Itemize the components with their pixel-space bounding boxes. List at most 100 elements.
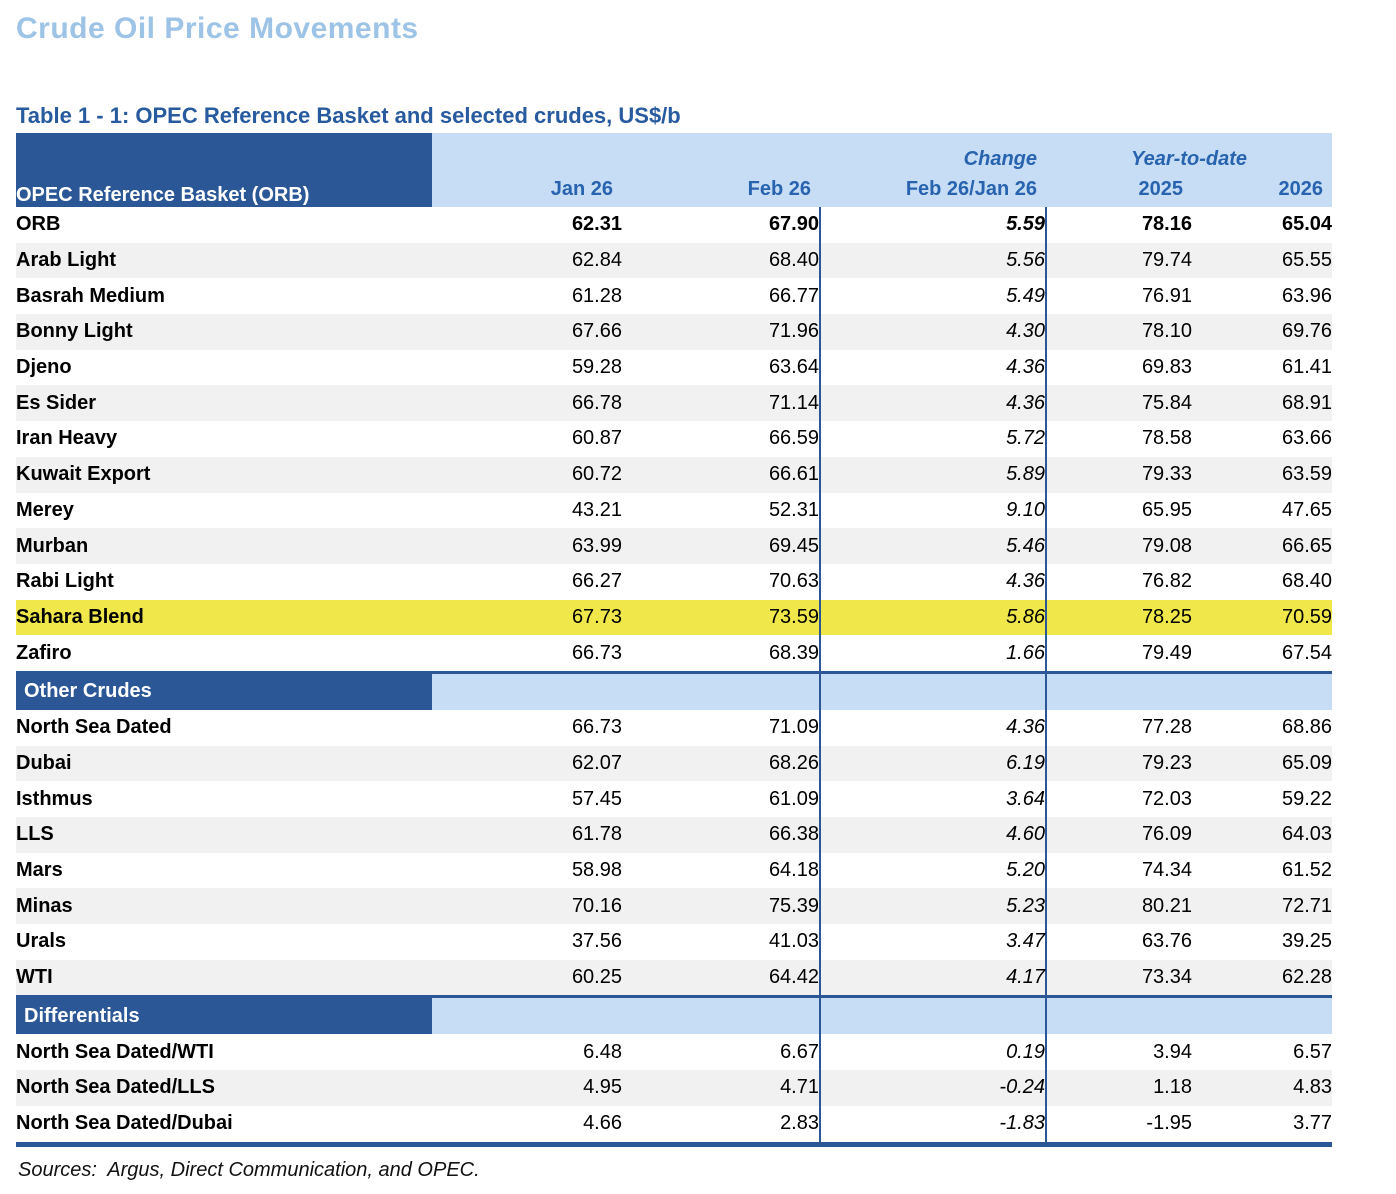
column-header-row: Jan 26 Feb 26 Feb 26/Jan 26 2025 2026 xyxy=(16,171,1333,207)
section-header-row: Other Crudes xyxy=(16,670,1333,710)
cell-2025: 76.09 xyxy=(1046,817,1192,853)
cell-feb26: 64.18 xyxy=(622,852,821,889)
table-row: ORB 62.31 67.90 5.59 78.16 65.04 xyxy=(16,207,1333,243)
cell-jan26: 58.98 xyxy=(432,852,622,889)
cell-2026: 72.71 xyxy=(1192,888,1333,925)
cell-change: 0.19 xyxy=(820,1034,1047,1071)
cell-2025: 77.28 xyxy=(1046,709,1192,746)
cell-feb26: 68.26 xyxy=(622,745,821,782)
table-row: North Sea Dated 66.73 71.09 4.36 77.28 68.86 xyxy=(16,709,1333,746)
cell-feb26: 71.14 xyxy=(622,385,821,422)
cell-jan26: 61.78 xyxy=(432,817,622,853)
cell-feb26: 2.83 xyxy=(622,1105,821,1144)
table-row: Es Sider 66.78 71.14 4.36 75.84 68.91 xyxy=(16,385,1333,422)
table-row: North Sea Dated/Dubai 4.66 2.83 -1.83 -1.95 3… xyxy=(16,1105,1333,1144)
table-row: Kuwait Export 60.72 66.61 5.89 79.33 63.59 xyxy=(16,456,1333,493)
row-label: Basrah Medium xyxy=(16,278,432,315)
cell-jan26: 70.16 xyxy=(432,888,622,925)
cell-2025: 78.10 xyxy=(1046,314,1192,350)
cell-change: 3.64 xyxy=(820,781,1047,817)
table-row: Basrah Medium 61.28 66.77 5.49 76.91 63.96 xyxy=(16,278,1333,315)
cell-change: 4.36 xyxy=(820,563,1047,600)
row-label: Es Sider xyxy=(16,385,432,422)
cell-change: 5.59 xyxy=(820,207,1047,243)
table-row: Iran Heavy 60.87 66.59 5.72 78.58 63.66 xyxy=(16,421,1333,457)
cell-jan26: 60.25 xyxy=(432,959,622,997)
row-label: Minas xyxy=(16,888,432,925)
cell-2025: 78.16 xyxy=(1046,207,1192,243)
table-row: Dubai 62.07 68.26 6.19 79.23 65.09 xyxy=(16,745,1333,782)
page-title: Crude Oil Price Movements xyxy=(16,12,419,45)
row-label: Kuwait Export xyxy=(16,456,432,493)
cell-jan26: 60.72 xyxy=(432,456,622,493)
cell-2025: 79.33 xyxy=(1046,456,1192,493)
cell-feb26: 67.90 xyxy=(622,207,821,243)
row-label: Mars xyxy=(16,852,432,889)
section-filler-cell xyxy=(432,670,622,710)
cell-feb26: 68.40 xyxy=(622,242,821,279)
table-row: Murban 63.99 69.45 5.46 79.08 66.65 xyxy=(16,528,1333,564)
table-row: Djeno 59.28 63.64 4.36 69.83 61.41 xyxy=(16,349,1333,386)
section-filler-cell xyxy=(432,995,622,1035)
cell-jan26: 57.45 xyxy=(432,781,622,817)
cell-2025: 73.34 xyxy=(1046,959,1192,997)
cell-change: 5.86 xyxy=(820,599,1047,636)
cell-2026: 63.66 xyxy=(1192,421,1333,457)
cell-feb26: 66.59 xyxy=(622,421,821,457)
cell-2026: 65.55 xyxy=(1192,242,1333,279)
row-label: ORB xyxy=(16,207,432,243)
cell-2026: 61.41 xyxy=(1192,349,1333,386)
cell-change: 5.46 xyxy=(820,528,1047,564)
table-row: North Sea Dated/WTI 6.48 6.67 0.19 3.94 6.57 xyxy=(16,1034,1333,1071)
cell-change: 5.20 xyxy=(820,852,1047,889)
cell-2026: 68.40 xyxy=(1192,563,1333,600)
cell-2025: 69.83 xyxy=(1046,349,1192,386)
cell-2025: 74.34 xyxy=(1046,852,1192,889)
section-filler-cell xyxy=(1046,995,1192,1035)
group-header-row: OPEC Reference Basket (ORB) Change Year-… xyxy=(16,133,1333,207)
section-filler-cell xyxy=(820,670,1047,710)
crude-oil-price-table: OPEC Reference Basket (ORB) Change Year-… xyxy=(16,133,1333,1147)
cell-feb26: 71.09 xyxy=(622,709,821,746)
row-label: Arab Light xyxy=(16,242,432,279)
cell-jan26: 4.95 xyxy=(432,1070,622,1106)
cell-2026: 68.91 xyxy=(1192,385,1333,422)
table-header: OPEC Reference Basket (ORB) Change Year-… xyxy=(16,133,1333,207)
cell-feb26: 66.38 xyxy=(622,817,821,853)
cell-change: 4.36 xyxy=(820,349,1047,386)
sources-note: Sources: Argus, Direct Communication, an… xyxy=(18,1158,480,1181)
cell-change: 4.36 xyxy=(820,709,1047,746)
table-row: Minas 70.16 75.39 5.23 80.21 72.71 xyxy=(16,888,1333,925)
cell-change: 5.56 xyxy=(820,242,1047,279)
cell-feb26: 66.77 xyxy=(622,278,821,315)
row-label: WTI xyxy=(16,959,432,997)
cell-2026: 65.09 xyxy=(1192,745,1333,782)
cell-2025: 65.95 xyxy=(1046,492,1192,529)
row-label: Bonny Light xyxy=(16,314,432,350)
cell-change: 4.30 xyxy=(820,314,1047,350)
table-row: Urals 37.56 41.03 3.47 63.76 39.25 xyxy=(16,924,1333,960)
cell-2025: 76.82 xyxy=(1046,563,1192,600)
row-label: North Sea Dated/Dubai xyxy=(16,1105,432,1144)
table-row: Bonny Light 67.66 71.96 4.30 78.10 69.76 xyxy=(16,314,1333,350)
cell-jan26: 66.73 xyxy=(432,635,622,673)
table-row: North Sea Dated/LLS 4.95 4.71 -0.24 1.18 4.83 xyxy=(16,1070,1333,1106)
cell-feb26: 4.71 xyxy=(622,1070,821,1106)
cell-2025: 63.76 xyxy=(1046,924,1192,960)
col-header-feb26jan26: Feb 26/Jan 26 xyxy=(820,171,1046,207)
cell-2026: 62.28 xyxy=(1192,959,1333,997)
col-header-2025: 2025 xyxy=(1046,171,1192,207)
cell-jan26: 62.84 xyxy=(432,242,622,279)
table-row: WTI 60.25 64.42 4.17 73.34 62.28 xyxy=(16,959,1333,997)
cell-2026: 59.22 xyxy=(1192,781,1333,817)
table-row: Merey 43.21 52.31 9.10 65.95 47.65 xyxy=(16,492,1333,529)
row-label: LLS xyxy=(16,817,432,853)
cell-change: 6.19 xyxy=(820,745,1047,782)
cell-2025: 78.25 xyxy=(1046,599,1192,636)
cell-2025: 76.91 xyxy=(1046,278,1192,315)
cell-jan26: 63.99 xyxy=(432,528,622,564)
cell-jan26: 62.31 xyxy=(432,207,622,243)
cell-2026: 69.76 xyxy=(1192,314,1333,350)
cell-feb26: 71.96 xyxy=(622,314,821,350)
